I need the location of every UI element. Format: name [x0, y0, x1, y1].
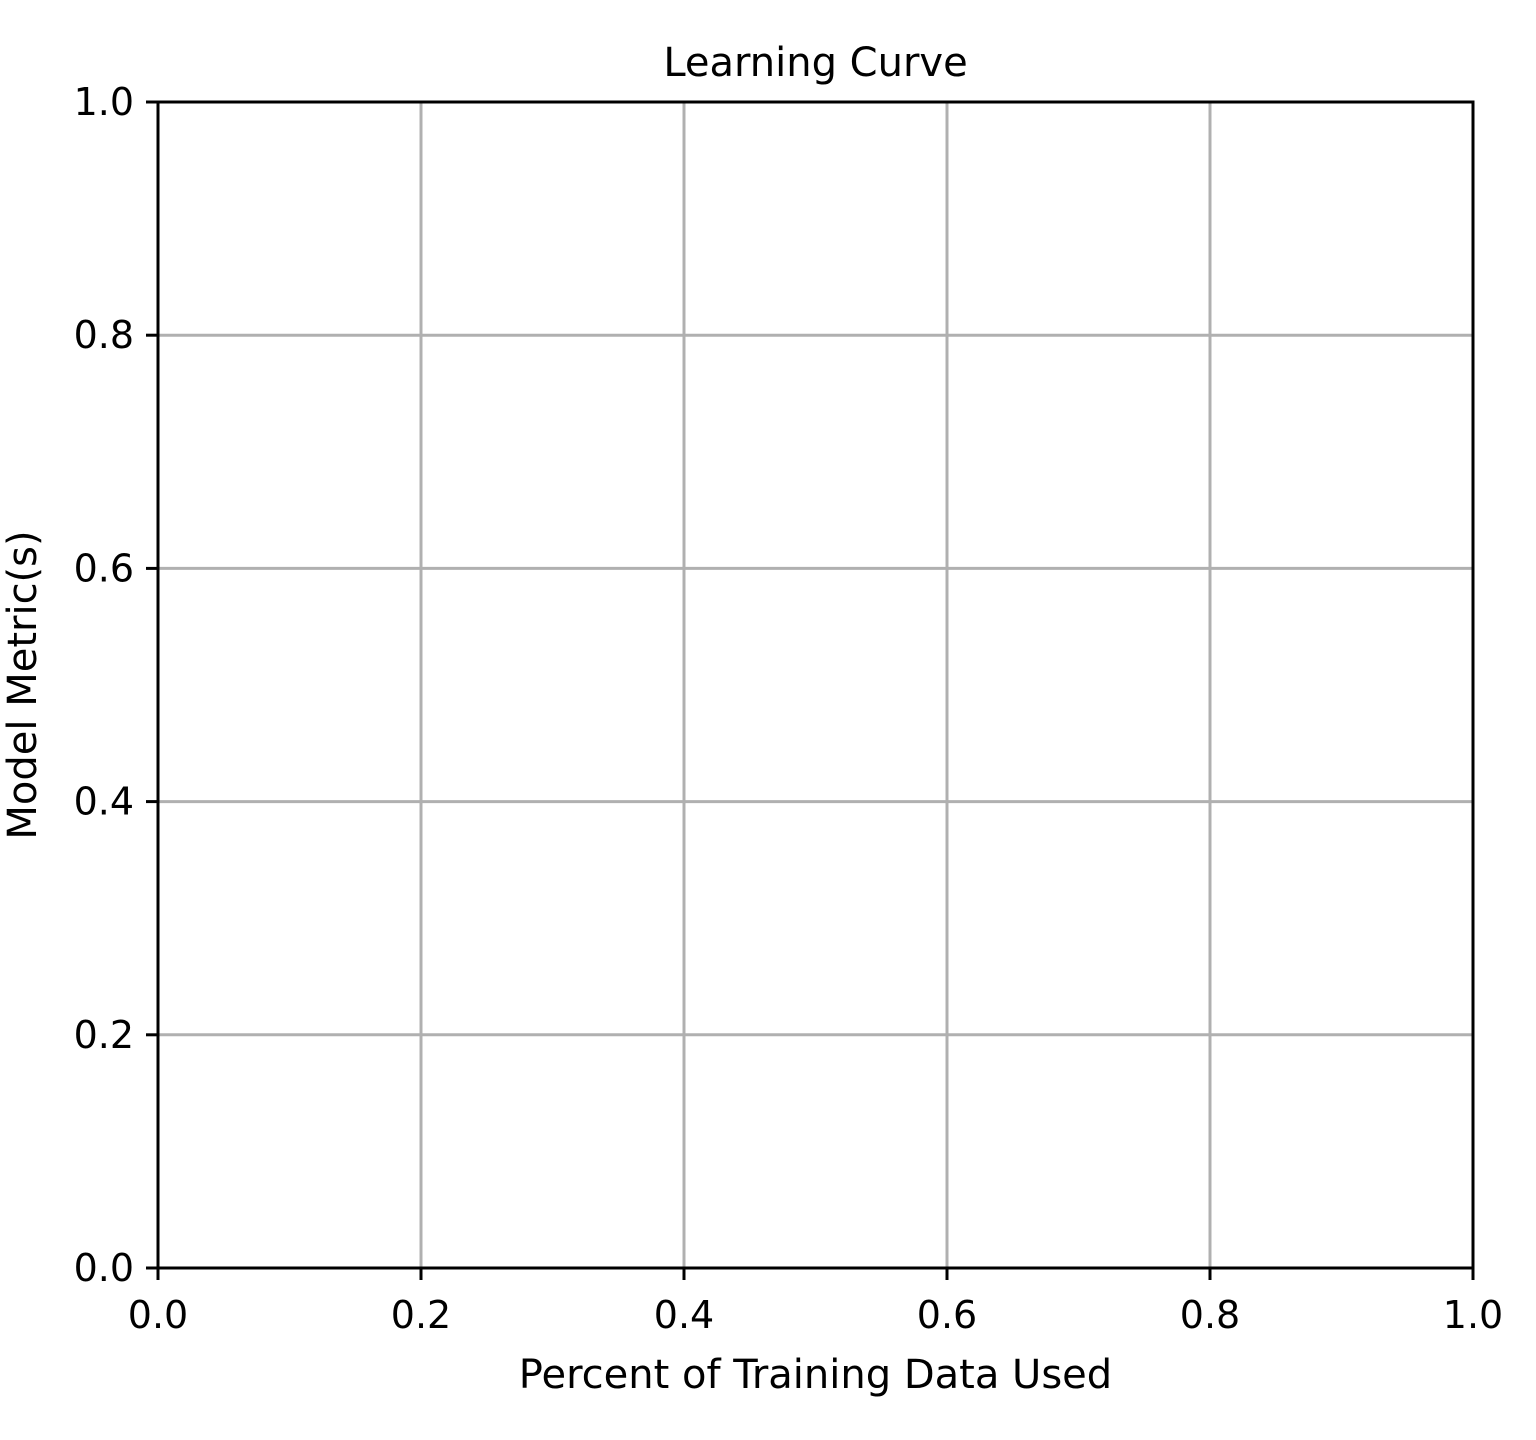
y-tick-label: 1.0 [74, 80, 134, 124]
chart-title: Learning Curve [663, 40, 967, 86]
x-axis-label: Percent of Training Data Used [519, 1352, 1112, 1398]
x-tick-label: 0.6 [917, 1293, 977, 1337]
x-tick-label: 0.2 [391, 1293, 451, 1337]
y-tick-label: 0.8 [74, 313, 134, 357]
y-tick-label: 0.6 [74, 546, 134, 590]
tick-layer: 0.0 0.2 0.4 0.6 0.8 1.0 0.0 0.2 0.4 0.6 0.8 1.0 [74, 80, 1504, 1337]
x-tick-label: 1.0 [1443, 1293, 1503, 1337]
x-tick-label: 0.8 [1180, 1293, 1240, 1337]
plot-area-frame [156, 100, 1475, 1270]
x-tick-label: 0.4 [654, 1293, 714, 1337]
y-tick-label: 0.0 [74, 1246, 134, 1290]
y-tick-label: 0.2 [74, 1013, 134, 1057]
y-axis-label: Model Metric(s) [0, 530, 46, 839]
grid-layer [156, 100, 1475, 1270]
x-tick-label: 0.0 [128, 1293, 188, 1337]
y-tick-label: 0.4 [74, 780, 134, 824]
